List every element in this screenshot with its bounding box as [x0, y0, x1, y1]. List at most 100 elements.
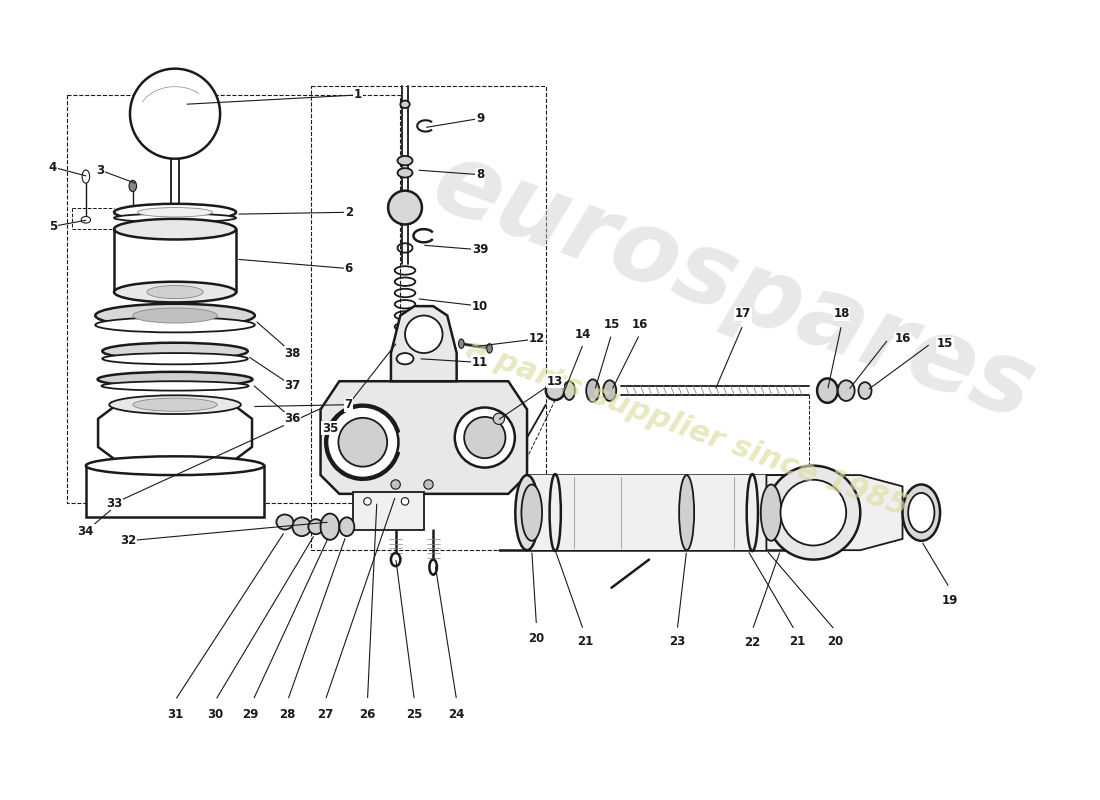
Ellipse shape [486, 344, 493, 353]
Text: 30: 30 [207, 708, 223, 721]
Ellipse shape [563, 382, 575, 400]
Text: 37: 37 [284, 379, 300, 393]
Ellipse shape [429, 559, 437, 574]
Text: 9: 9 [476, 112, 484, 125]
Ellipse shape [81, 217, 90, 223]
Ellipse shape [96, 304, 255, 327]
Text: 15: 15 [603, 318, 619, 331]
Ellipse shape [521, 485, 542, 541]
Ellipse shape [546, 382, 564, 400]
Ellipse shape [308, 519, 323, 534]
Ellipse shape [817, 378, 838, 403]
Circle shape [781, 480, 846, 546]
Ellipse shape [276, 514, 294, 530]
Circle shape [390, 480, 400, 489]
Ellipse shape [138, 207, 212, 217]
Ellipse shape [397, 156, 412, 166]
Ellipse shape [101, 382, 249, 390]
Text: 22: 22 [745, 636, 760, 649]
Text: 21: 21 [790, 634, 805, 648]
Ellipse shape [133, 398, 218, 411]
Ellipse shape [785, 475, 813, 550]
Ellipse shape [515, 475, 539, 550]
Text: 23: 23 [669, 634, 685, 648]
Ellipse shape [394, 350, 416, 367]
Ellipse shape [459, 339, 464, 348]
Text: 11: 11 [472, 356, 488, 369]
Circle shape [327, 406, 398, 478]
Text: 6: 6 [344, 262, 353, 275]
Ellipse shape [838, 380, 855, 401]
Ellipse shape [114, 204, 236, 221]
Ellipse shape [603, 380, 616, 401]
Circle shape [424, 480, 433, 489]
Text: 2: 2 [344, 206, 353, 218]
Text: 33: 33 [106, 497, 122, 510]
Text: 28: 28 [279, 708, 296, 721]
Ellipse shape [679, 475, 694, 550]
Text: 20: 20 [528, 632, 544, 645]
Polygon shape [390, 306, 456, 382]
Ellipse shape [82, 170, 89, 183]
Polygon shape [98, 405, 252, 461]
Ellipse shape [902, 485, 940, 541]
Text: 24: 24 [449, 708, 465, 721]
Text: 34: 34 [78, 525, 95, 538]
Text: 36: 36 [284, 412, 300, 426]
Circle shape [339, 418, 387, 466]
Text: 31: 31 [167, 708, 184, 721]
Circle shape [454, 407, 515, 467]
Ellipse shape [586, 379, 600, 402]
Ellipse shape [339, 518, 354, 536]
Text: a parts supplier since 1985: a parts supplier since 1985 [462, 334, 912, 522]
Ellipse shape [761, 485, 781, 541]
Text: 10: 10 [472, 300, 488, 313]
Ellipse shape [400, 101, 409, 108]
Text: 12: 12 [528, 333, 544, 346]
Ellipse shape [109, 395, 241, 414]
Text: 38: 38 [284, 346, 300, 359]
Circle shape [767, 466, 860, 559]
Circle shape [405, 315, 442, 353]
Ellipse shape [858, 382, 871, 399]
Polygon shape [320, 382, 527, 494]
Text: 8: 8 [476, 168, 484, 182]
Text: 4: 4 [48, 161, 57, 174]
Text: 39: 39 [472, 243, 488, 256]
Ellipse shape [114, 219, 236, 239]
Text: 26: 26 [360, 708, 376, 721]
Ellipse shape [390, 553, 400, 566]
Ellipse shape [293, 518, 311, 536]
Circle shape [130, 69, 220, 158]
Bar [527, 475, 800, 550]
Ellipse shape [102, 342, 248, 360]
Ellipse shape [397, 168, 412, 178]
Ellipse shape [114, 214, 236, 222]
Circle shape [364, 498, 371, 505]
Text: 19: 19 [942, 594, 958, 607]
Bar [353, 492, 424, 530]
Circle shape [464, 417, 506, 458]
Text: 13: 13 [547, 374, 563, 388]
Text: 20: 20 [827, 634, 843, 648]
Ellipse shape [96, 318, 255, 333]
Ellipse shape [320, 514, 339, 540]
Text: 15: 15 [936, 337, 953, 350]
Ellipse shape [114, 282, 236, 302]
Circle shape [402, 498, 409, 505]
Text: 1: 1 [354, 89, 362, 102]
Text: 14: 14 [575, 328, 592, 341]
Bar [86, 466, 264, 518]
Ellipse shape [397, 353, 414, 364]
Text: 25: 25 [406, 708, 422, 721]
Circle shape [493, 413, 505, 425]
Ellipse shape [397, 334, 414, 346]
Text: 7: 7 [344, 398, 353, 411]
Ellipse shape [147, 286, 204, 298]
Text: 32: 32 [120, 534, 136, 547]
Text: 29: 29 [242, 708, 258, 721]
Text: 16: 16 [631, 318, 648, 331]
Bar [172, 158, 179, 207]
Ellipse shape [129, 180, 136, 192]
Ellipse shape [909, 493, 934, 532]
